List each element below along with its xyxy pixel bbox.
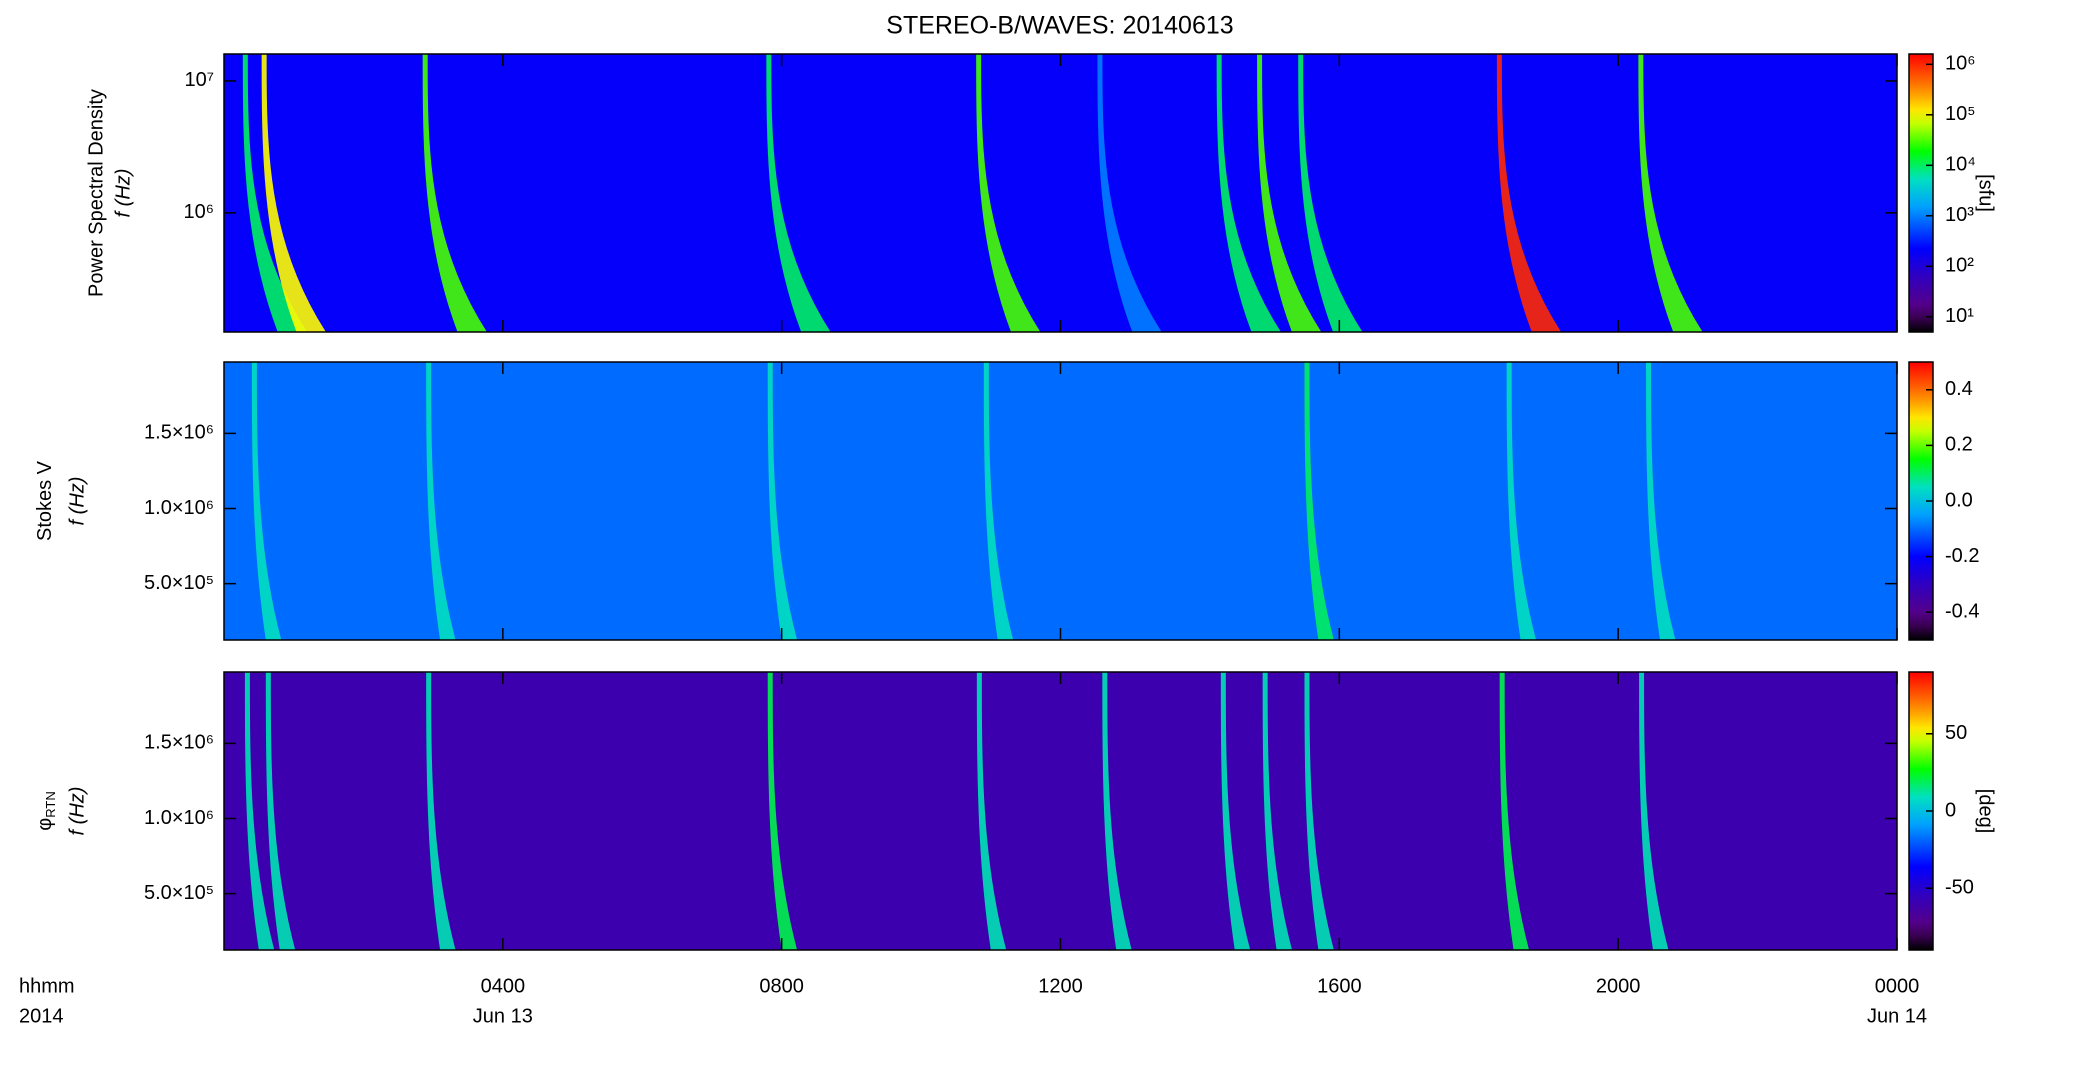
colorbar-tick-label: 0.2 <box>1945 434 1973 456</box>
y-tick-label: 5.0×10⁵ <box>144 572 214 594</box>
x-axis-label: hhmm <box>19 975 75 997</box>
x-tick-label: 1600 <box>1317 975 1362 997</box>
burst <box>1506 362 1537 640</box>
y-axis-label: f (Hz) <box>66 477 88 526</box>
burst <box>1304 362 1334 640</box>
burst <box>1638 54 1703 332</box>
colorbar-tick-label: -0.4 <box>1945 600 1979 622</box>
y-axis-label: Power Spectral Density <box>85 89 107 297</box>
burst <box>1102 672 1132 950</box>
burst <box>251 362 282 640</box>
burst <box>242 54 308 332</box>
burst <box>1262 672 1293 950</box>
colorbar-tick-label: 0.4 <box>1945 378 1973 400</box>
heatmap <box>224 362 1897 640</box>
burst <box>976 54 1041 332</box>
x-tick-label: 0400 <box>481 975 526 997</box>
y-axis-label-subscript: RTN <box>43 791 58 817</box>
y-tick-label: 10⁷ <box>185 69 214 91</box>
x-tick-label: 0000 <box>1875 975 1920 997</box>
colorbar-tick-label: 0.0 <box>1945 489 1973 511</box>
y-tick-label: 10⁶ <box>184 201 214 223</box>
colorbar-tick-label: 10⁴ <box>1945 154 1976 176</box>
x-tick-label: 1200 <box>1038 975 1083 997</box>
burst <box>767 672 798 950</box>
burst <box>766 54 831 332</box>
y-tick-label: 5.0×10⁵ <box>144 882 214 904</box>
colorbar <box>1908 53 1934 333</box>
burst <box>261 54 326 332</box>
colorbar-tick-label: 10³ <box>1945 204 1974 226</box>
burst <box>426 672 456 950</box>
burst <box>1499 672 1530 950</box>
chart-title: STEREO-B/WAVES: 20140613 <box>886 12 1233 40</box>
burst <box>1639 672 1669 950</box>
burst <box>1304 672 1334 950</box>
y-tick-label: 1.5×10⁶ <box>144 732 214 754</box>
y-tick-label: 1.0×10⁶ <box>144 497 214 519</box>
year-label: 2014 <box>19 1005 64 1027</box>
burst <box>1496 54 1562 332</box>
date-label: Jun 13 <box>473 1005 533 1027</box>
burst <box>1298 54 1363 332</box>
colorbar-tick-label: 10⁶ <box>1945 53 1975 75</box>
y-axis-label: f (Hz) <box>66 787 88 836</box>
colorbar-tick-label: 10⁵ <box>1945 103 1976 125</box>
colorbar-tick-label: -0.2 <box>1945 545 1979 567</box>
x-tick-label: 0800 <box>759 975 804 997</box>
burst <box>1097 54 1162 332</box>
burst <box>1216 54 1281 332</box>
burst <box>422 54 487 332</box>
colorbar-tick-label: 10¹ <box>1945 305 1974 327</box>
heatmap <box>224 54 1897 332</box>
y-tick-label: 1.5×10⁶ <box>144 422 214 444</box>
colorbar-label: [sfu] <box>1975 174 1997 212</box>
burst <box>1257 54 1322 332</box>
y-tick-label: 1.0×10⁶ <box>144 807 214 829</box>
y-axis-label-main: φ <box>34 818 56 831</box>
burst <box>426 362 456 640</box>
colorbar-tick-label: 50 <box>1945 722 1967 744</box>
y-axis-label: Stokes V <box>34 460 56 541</box>
colorbar-tick-label: 10² <box>1945 255 1974 277</box>
heatmap-background <box>224 362 1897 640</box>
y-axis-label-main: Stokes V <box>34 460 56 541</box>
x-tick-label: 2000 <box>1596 975 1641 997</box>
heatmap-background <box>224 54 1897 332</box>
colorbar-tick-label: -50 <box>1945 877 1974 899</box>
burst <box>1646 362 1676 640</box>
burst <box>265 672 296 950</box>
y-axis-label: f (Hz) <box>112 169 134 218</box>
y-axis-label: φRTN <box>34 791 58 830</box>
colorbar-tick-label: 0 <box>1945 799 1956 821</box>
heatmap <box>224 672 1897 950</box>
burst <box>767 362 798 640</box>
burst <box>1220 672 1251 950</box>
colorbar-label: [deg] <box>1975 789 1997 833</box>
date-label: Jun 14 <box>1867 1005 1927 1027</box>
burst <box>983 362 1014 640</box>
burst <box>244 672 275 950</box>
heatmap-background <box>224 672 1897 950</box>
burst <box>976 672 1007 950</box>
